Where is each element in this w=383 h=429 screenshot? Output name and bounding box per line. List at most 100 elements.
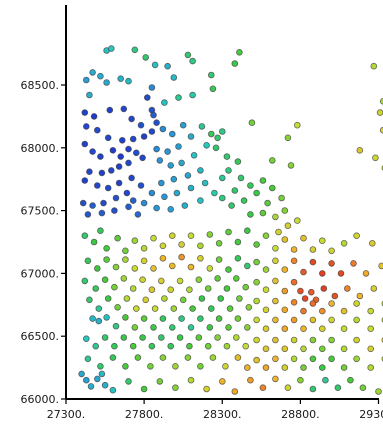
data-point [81,177,89,184]
data-point [84,355,92,363]
data-point [119,137,126,144]
data-point [281,266,289,273]
data-point [203,142,210,149]
data-point [153,119,160,126]
data-point [223,285,231,292]
data-point [140,257,148,265]
data-point [147,362,154,370]
data-point [262,306,270,314]
data-point [125,77,132,85]
data-point [197,197,204,204]
data-point [378,262,383,270]
data-point [262,364,270,371]
data-point [247,211,254,218]
data-point [262,232,270,240]
data-point [301,295,309,302]
data-point [101,334,109,341]
data-point [281,207,289,214]
data-point [101,381,109,389]
data-point [139,276,146,284]
x-tick-label: 27800. [125,408,164,421]
data-point [89,315,96,322]
data-point [153,145,160,153]
data-point [237,174,245,182]
data-point [169,232,176,240]
data-point [169,262,176,270]
data-point [215,240,223,247]
data-point [187,324,195,331]
data-point [159,354,167,361]
data-point [368,240,376,247]
data-point [290,336,298,344]
data-point [190,152,198,159]
data-point [253,241,260,248]
data-point [97,153,104,160]
data-point [340,240,348,247]
data-point [234,254,242,262]
data-point [208,130,215,138]
data-point [84,211,92,218]
data-point [234,158,242,165]
data-point [209,85,217,93]
data-point [131,46,139,54]
data-point [219,128,226,135]
data-point [111,342,118,350]
data-point [87,383,95,390]
data-point [225,167,232,174]
data-point [219,174,226,182]
data-point [120,334,128,341]
data-point [189,91,196,99]
data-point [318,345,326,353]
data-point [142,54,150,61]
data-point [245,303,253,311]
data-point [159,125,167,133]
data-point [262,266,270,273]
data-point [362,270,370,277]
data-point [320,285,328,292]
data-point [98,169,106,177]
data-point [139,154,146,162]
data-point [253,189,260,197]
data-point [189,305,196,312]
data-point [186,342,193,350]
data-point [201,179,209,187]
data-point [212,144,220,152]
data-point [117,75,124,82]
data-point [108,45,115,52]
data-point [125,145,132,153]
data-point [268,184,276,192]
data-point [92,285,99,292]
data-point [290,316,298,324]
data-point [236,48,243,56]
data-point [133,305,140,312]
data-point [158,334,165,341]
data-point [94,182,101,189]
data-point [300,325,307,333]
data-point [206,324,214,331]
data-point [103,245,110,252]
data-point [284,134,292,142]
data-point [129,342,137,350]
data-point [233,275,240,282]
data-point [215,315,223,322]
data-point [290,278,298,286]
data-point [197,242,204,250]
data-point [253,278,260,286]
data-point [206,265,214,272]
data-point [140,385,148,393]
data-point [83,123,90,130]
data-point [106,106,114,114]
data-point [198,123,206,130]
data-point [90,113,98,120]
data-point [164,148,171,155]
data-point [287,162,295,169]
data-point [272,297,279,305]
data-point [108,167,115,174]
data-point [169,324,176,331]
data-point [204,285,212,292]
data-point [159,315,167,322]
data-point [318,325,326,333]
data-point [184,51,192,59]
data-point [151,305,159,312]
data-point [337,270,345,277]
